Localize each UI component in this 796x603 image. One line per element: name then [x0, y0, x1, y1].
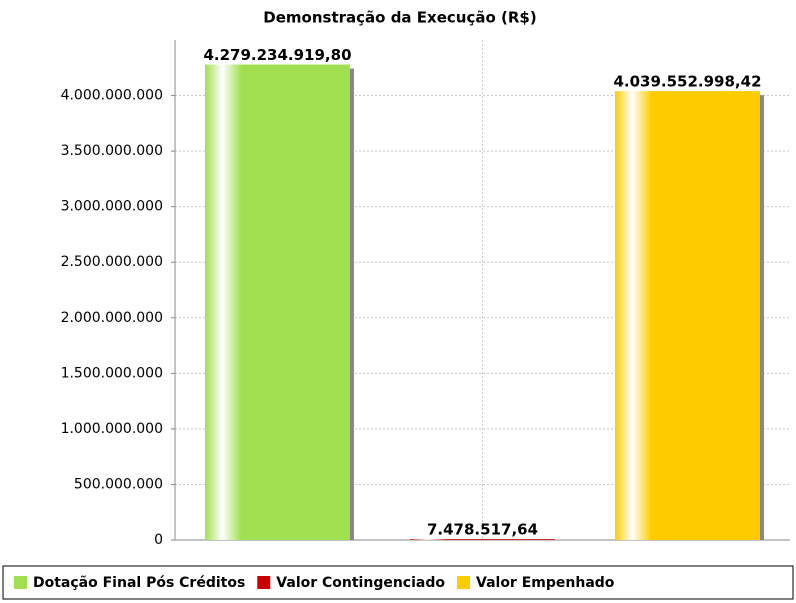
y-tick-label: 1.500.000.000 — [61, 365, 163, 381]
bar — [205, 64, 350, 541]
y-tick-label: 500.000.000 — [74, 476, 163, 492]
y-tick-label: 3.500.000.000 — [61, 143, 163, 159]
y-tick-label: 1.000.000.000 — [61, 421, 163, 437]
value-label: 7.478.517,64 — [427, 521, 538, 539]
y-tick-label: 0 — [154, 532, 163, 548]
value-label: 4.039.552.998,42 — [613, 73, 761, 91]
legend-box — [2, 565, 794, 600]
legend-label: Dotação Final Pós Créditos — [33, 575, 245, 591]
y-tick-label: 2.500.000.000 — [61, 254, 163, 270]
legend-swatch — [257, 576, 271, 589]
y-tick-label: 3.000.000.000 — [61, 199, 163, 215]
chart-title: Demonstração da Execução (R$) — [263, 9, 536, 27]
legend-swatch — [14, 576, 27, 589]
legend-label: Valor Empenhado — [476, 575, 615, 591]
legend-label: Valor Contingenciado — [276, 575, 445, 591]
bar — [615, 91, 760, 541]
y-tick-label: 4.000.000.000 — [61, 88, 163, 104]
y-tick-label: 2.000.000.000 — [61, 310, 163, 326]
value-label: 4.279.234.919,80 — [203, 46, 351, 64]
bar — [410, 539, 555, 540]
legend-swatch — [457, 576, 470, 589]
